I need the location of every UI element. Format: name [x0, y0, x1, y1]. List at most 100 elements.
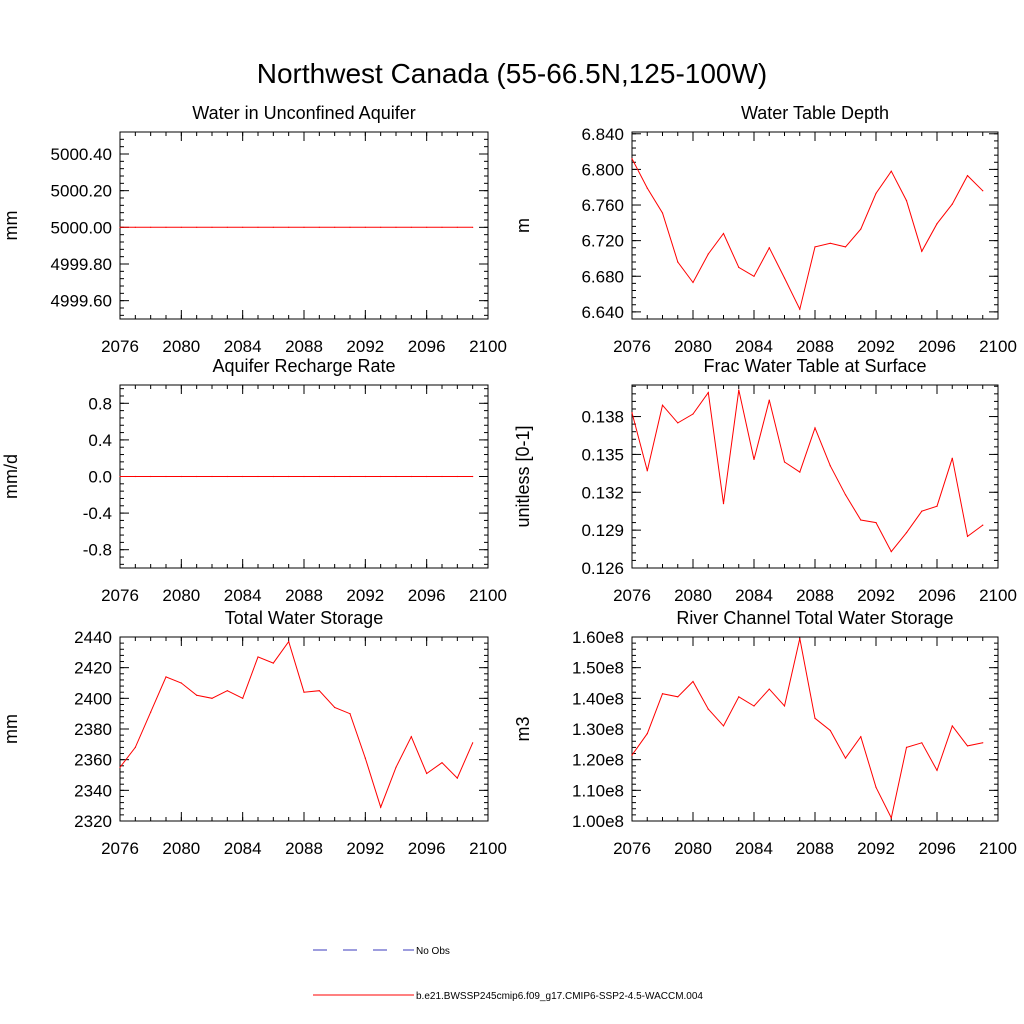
chart-panel-river-channel-storage: River Channel Total Water Storage m3 2076 2… — [513, 608, 1017, 858]
x-tick-label: 2076 — [101, 586, 139, 605]
x-tick-label: 2080 — [674, 337, 712, 356]
data-point — [738, 696, 740, 698]
data-point — [441, 762, 443, 764]
data-point — [783, 705, 786, 707]
data-point — [646, 470, 648, 472]
data-point — [226, 475, 228, 478]
series-line — [119, 640, 474, 809]
y-tick-label: 2440 — [74, 628, 112, 647]
data-point — [982, 742, 984, 744]
plot-frame — [631, 384, 999, 569]
data-point — [441, 226, 443, 228]
data-point — [661, 693, 664, 695]
y-axis-label: m — [513, 218, 533, 233]
data-point — [799, 308, 801, 310]
data-point — [799, 471, 801, 473]
x-tick-label: 2092 — [346, 337, 384, 356]
x-tick-label: 2076 — [613, 839, 651, 858]
data-point — [426, 772, 428, 775]
y-tick-label: 0.0 — [88, 468, 112, 487]
data-point — [966, 175, 969, 177]
y-tick-label: -0.8 — [83, 541, 112, 560]
x-tick-label: 2088 — [285, 337, 323, 356]
data-point — [472, 226, 474, 228]
x-tick-label: 2080 — [674, 839, 712, 858]
y-tick-label: 5000.40 — [51, 145, 112, 164]
y-tick-label: 0.138 — [581, 408, 624, 427]
data-point — [677, 696, 679, 698]
data-point — [334, 226, 336, 228]
data-point — [631, 412, 633, 414]
data-point — [426, 226, 428, 228]
chart-panel-total-water-storage: Total Water Storage mm 2076 2080 2084 2088 209… — [1, 608, 507, 858]
chart-panel-aquifer-recharge: Aquifer Recharge Rate mm/d 2076 2080 2084 208… — [1, 356, 507, 605]
data-point — [380, 475, 382, 478]
y-tick-label: 2380 — [74, 720, 112, 739]
data-point — [257, 475, 259, 478]
data-point — [722, 725, 725, 727]
y-tick-label: 4999.80 — [51, 255, 112, 274]
y-axis-label: m3 — [513, 716, 533, 741]
data-point — [966, 745, 969, 747]
data-point — [829, 729, 831, 732]
figure-title: Northwest Canada (55-66.5N,125-100W) — [257, 58, 767, 89]
data-point — [951, 725, 953, 727]
y-tick-label: 2320 — [74, 812, 112, 831]
y-tick-label: 0.8 — [88, 394, 112, 413]
x-tick-label: 2088 — [796, 586, 834, 605]
x-tick-label: 2092 — [857, 586, 895, 605]
data-point — [119, 475, 121, 478]
data-point — [753, 275, 755, 277]
y-tick-label: 6.800 — [581, 160, 624, 179]
data-point — [738, 266, 740, 268]
data-point — [692, 281, 694, 284]
y-tick-label: 6.840 — [581, 125, 624, 144]
data-point — [456, 777, 458, 779]
data-point — [349, 713, 351, 715]
data-point — [364, 757, 366, 759]
y-tick-label: 2400 — [74, 689, 112, 708]
y-tick-label: 0.129 — [581, 521, 624, 540]
plot-frame — [119, 636, 489, 822]
data-point — [150, 475, 152, 478]
x-tick-label: 2096 — [408, 586, 446, 605]
data-point — [738, 389, 740, 391]
y-tick-label: 1.60e8 — [572, 628, 624, 647]
data-point — [303, 226, 305, 228]
x-tick-label: 2096 — [918, 586, 956, 605]
y-axis-label: mm/d — [1, 454, 21, 499]
data-point — [829, 242, 831, 244]
data-point — [677, 422, 679, 424]
data-point — [966, 535, 969, 538]
data-point — [380, 226, 382, 228]
chart-title: Water in Unconfined Aquifer — [192, 103, 415, 123]
data-point — [814, 246, 816, 248]
y-tick-label: 1.10e8 — [572, 781, 624, 800]
y-tick-label: 5000.00 — [51, 218, 112, 237]
data-point — [936, 223, 938, 225]
data-point — [196, 475, 198, 478]
data-point — [875, 786, 877, 788]
plot-frame — [631, 131, 999, 320]
y-tick-label: 1.50e8 — [572, 659, 624, 678]
x-tick-label: 2096 — [918, 337, 956, 356]
data-point — [288, 226, 290, 228]
y-tick-label: 6.720 — [581, 232, 624, 251]
data-point — [722, 232, 725, 235]
data-point — [242, 697, 244, 699]
data-point — [211, 226, 213, 228]
data-point — [272, 475, 274, 478]
y-tick-label: -0.4 — [83, 504, 112, 523]
data-point — [364, 475, 366, 478]
x-tick-label: 2084 — [735, 337, 773, 356]
data-point — [890, 817, 892, 819]
data-point — [661, 212, 664, 214]
data-point — [875, 192, 877, 195]
data-point — [456, 226, 458, 228]
data-point — [936, 769, 938, 772]
data-point — [211, 697, 213, 699]
chart-title: River Channel Total Water Storage — [676, 608, 953, 628]
data-point — [860, 519, 862, 521]
data-point — [410, 736, 412, 738]
